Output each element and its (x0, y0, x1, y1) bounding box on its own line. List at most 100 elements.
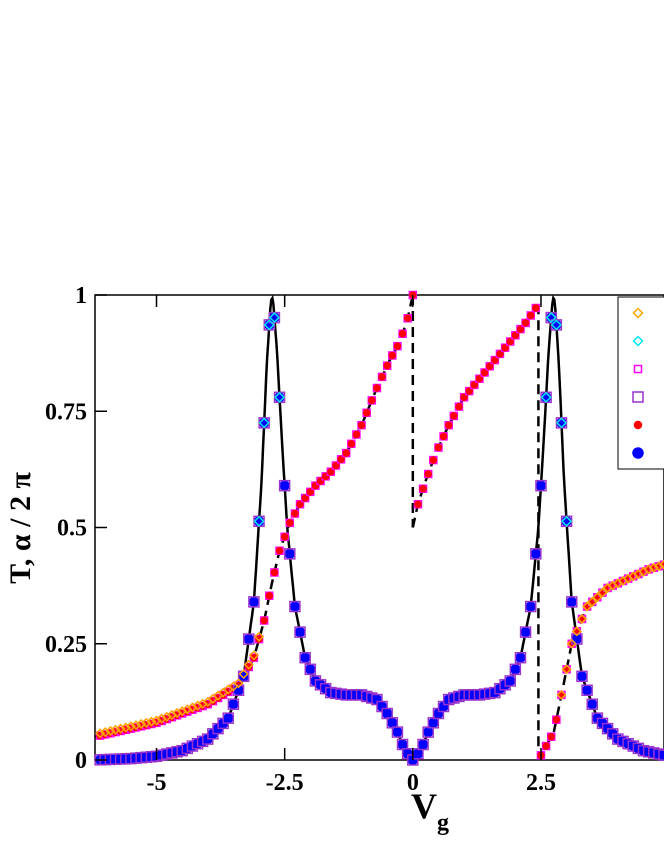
peak-diamond-marker (545, 312, 557, 324)
peak-diamond-marker (258, 417, 270, 429)
tail-diamond-marker (658, 559, 664, 570)
phase-circle-marker (388, 351, 397, 360)
legend-box (617, 296, 664, 470)
y-axis-title: T, α / 2 π (4, 472, 37, 584)
phase-circle-marker (362, 409, 371, 417)
phase-circle-marker (327, 467, 335, 476)
phase-circle-marker (491, 356, 499, 364)
transmission-square-marker (514, 651, 527, 664)
phase-circle-marker (280, 533, 289, 541)
transmission-circle-marker (387, 717, 398, 729)
transmission-circle-marker (258, 417, 270, 429)
transmission-circle-marker (581, 685, 593, 696)
phase-circle-marker (542, 742, 550, 750)
phase-circle-marker (455, 402, 463, 411)
peak-diamond-marker (253, 515, 265, 527)
transmission-circle-marker (540, 392, 552, 403)
transmission-square-marker (658, 749, 664, 761)
tail-diamond-marker (136, 718, 147, 730)
phase-circle-marker (332, 461, 340, 470)
transmission-circle-marker (269, 312, 280, 323)
tail-diamond-marker (95, 728, 106, 739)
phase-circle-marker (398, 330, 407, 338)
peak-diamond-marker (263, 319, 275, 331)
tail-diamond-marker (253, 631, 265, 642)
tail-diamond-marker (105, 725, 116, 736)
phase-circle-marker (460, 393, 468, 402)
phase-circle-marker (260, 616, 268, 625)
transmission-circle-marker (294, 626, 306, 638)
tail-diamond-marker (120, 722, 131, 733)
peak-diamond-marker (550, 319, 562, 331)
tail-diamond-marker (648, 562, 659, 573)
transmission-circle-marker (576, 671, 588, 682)
peak-diamond-marker (273, 391, 286, 403)
transmission-square-marker (509, 663, 522, 676)
transmission-square-marker (417, 738, 429, 751)
tail-diamond-marker (653, 561, 664, 572)
phase-circle-marker (342, 449, 350, 457)
transmission-circle-marker (515, 652, 526, 663)
phase-circle-marker (291, 509, 299, 518)
tail-diamond-marker (100, 727, 111, 738)
phase-circle-marker (450, 412, 458, 420)
phase-circle-marker (255, 635, 263, 643)
transmission-square-marker (304, 663, 317, 676)
phase-circle-marker (270, 568, 279, 577)
tail-diamond-marker (643, 564, 654, 575)
tail-diamond-marker (561, 664, 572, 675)
transmission-circle-marker (520, 626, 531, 638)
transmission-circle-marker (422, 726, 434, 738)
phase-circle-marker (444, 421, 453, 429)
transmission-circle-marker (289, 601, 301, 612)
legend-marker (632, 307, 644, 319)
tail-diamond-marker (597, 587, 608, 598)
transmission-square-marker (504, 675, 516, 687)
phase-circle-marker (275, 547, 284, 555)
y-tick-label: 0.75 (45, 399, 87, 425)
phase-circle-marker (357, 421, 366, 429)
phase-circle-marker (383, 361, 391, 370)
tail-diamond-marker (130, 720, 142, 731)
transmission-circle-marker (279, 480, 290, 491)
transmission-square-marker (299, 651, 311, 664)
transmission-circle-marker (284, 548, 296, 560)
transmission-square-marker (581, 684, 593, 696)
phase-circle-marker (245, 663, 253, 671)
tail-diamond-marker (566, 638, 577, 649)
tail-diamond-marker (238, 668, 249, 680)
phase-circle-marker (286, 519, 294, 527)
phase-circle-marker (250, 653, 258, 662)
tail-diamond-marker (592, 592, 603, 603)
legend-marker (632, 391, 644, 403)
transmission-circle-marker (417, 739, 429, 750)
transmission-circle-marker (561, 516, 572, 527)
phase-circle-marker (465, 387, 473, 395)
tail-diamond-marker (243, 659, 254, 670)
x-tick-label: -2.5 (266, 770, 304, 796)
peak-diamond-marker (268, 312, 280, 324)
phase-circle-marker (368, 396, 376, 405)
tail-diamond-marker (571, 626, 582, 637)
phase-circle-marker (347, 440, 356, 448)
transmission-square-marker (294, 626, 306, 638)
phase-circle-marker (552, 715, 561, 724)
tail-diamond-marker (115, 723, 126, 734)
tail-diamond-marker (556, 689, 567, 700)
tail-diamond-marker (576, 613, 588, 625)
peak-diamond-marker (555, 417, 568, 429)
transmission-square-marker (222, 712, 235, 724)
tail-diamond-marker (582, 601, 593, 612)
transmission-circle-marker (381, 708, 393, 719)
transmission-circle-marker (525, 601, 536, 612)
phase-circle-marker (547, 733, 555, 741)
peak-diamond-marker (561, 515, 573, 527)
phase-circle-marker (352, 430, 361, 439)
tail-diamond-marker (110, 724, 121, 735)
transmission-circle-marker (566, 596, 577, 608)
peak-diamond-marker (540, 391, 552, 403)
transmission-circle-marker (556, 417, 567, 429)
transmission-circle-marker (397, 739, 408, 750)
transmission-line (95, 294, 664, 762)
